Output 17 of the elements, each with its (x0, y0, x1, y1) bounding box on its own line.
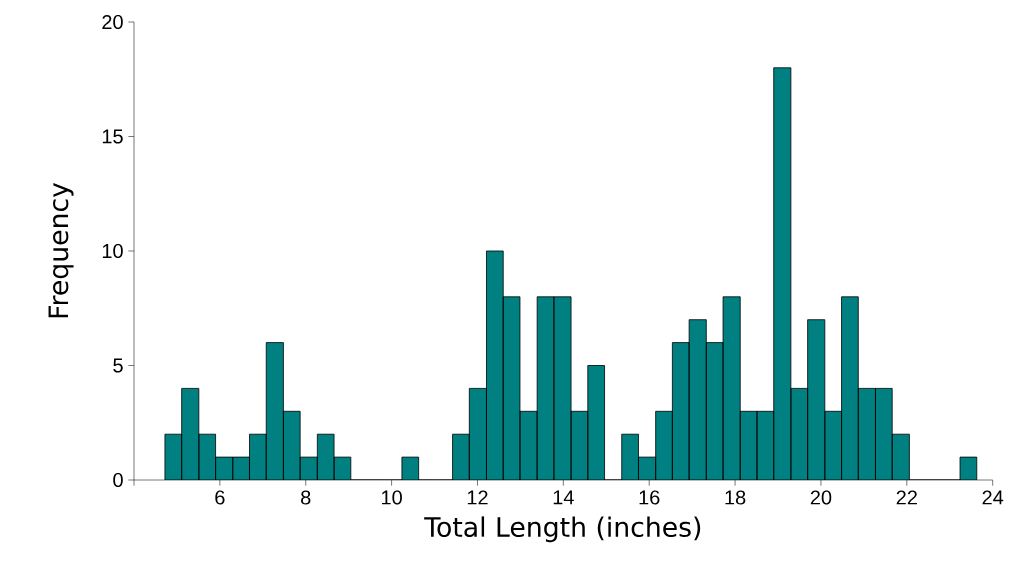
y-tick-label: 0 (113, 472, 123, 488)
x-tick-label: 24 (982, 490, 1004, 505)
x-tick-label: 14 (553, 490, 574, 505)
x-axis-title: Total Length (inches) (424, 516, 701, 543)
x-tick-label: 10 (382, 490, 402, 505)
x-tick-label: 12 (467, 490, 488, 505)
y-tick-label: 20 (102, 14, 123, 30)
y-tick-label: 5 (113, 358, 123, 373)
y-axis-title: Frequency (48, 182, 74, 318)
y-tick-label: 10 (102, 243, 123, 259)
x-tick-label: 8 (301, 490, 311, 505)
x-tick-label: 6 (215, 490, 225, 505)
x-tick-label: 20 (810, 490, 832, 505)
x-tick-label: 16 (639, 490, 660, 505)
x-tick-label: 18 (725, 490, 746, 505)
y-tick-label: 15 (102, 129, 123, 144)
x-tick-label: 22 (896, 490, 917, 505)
